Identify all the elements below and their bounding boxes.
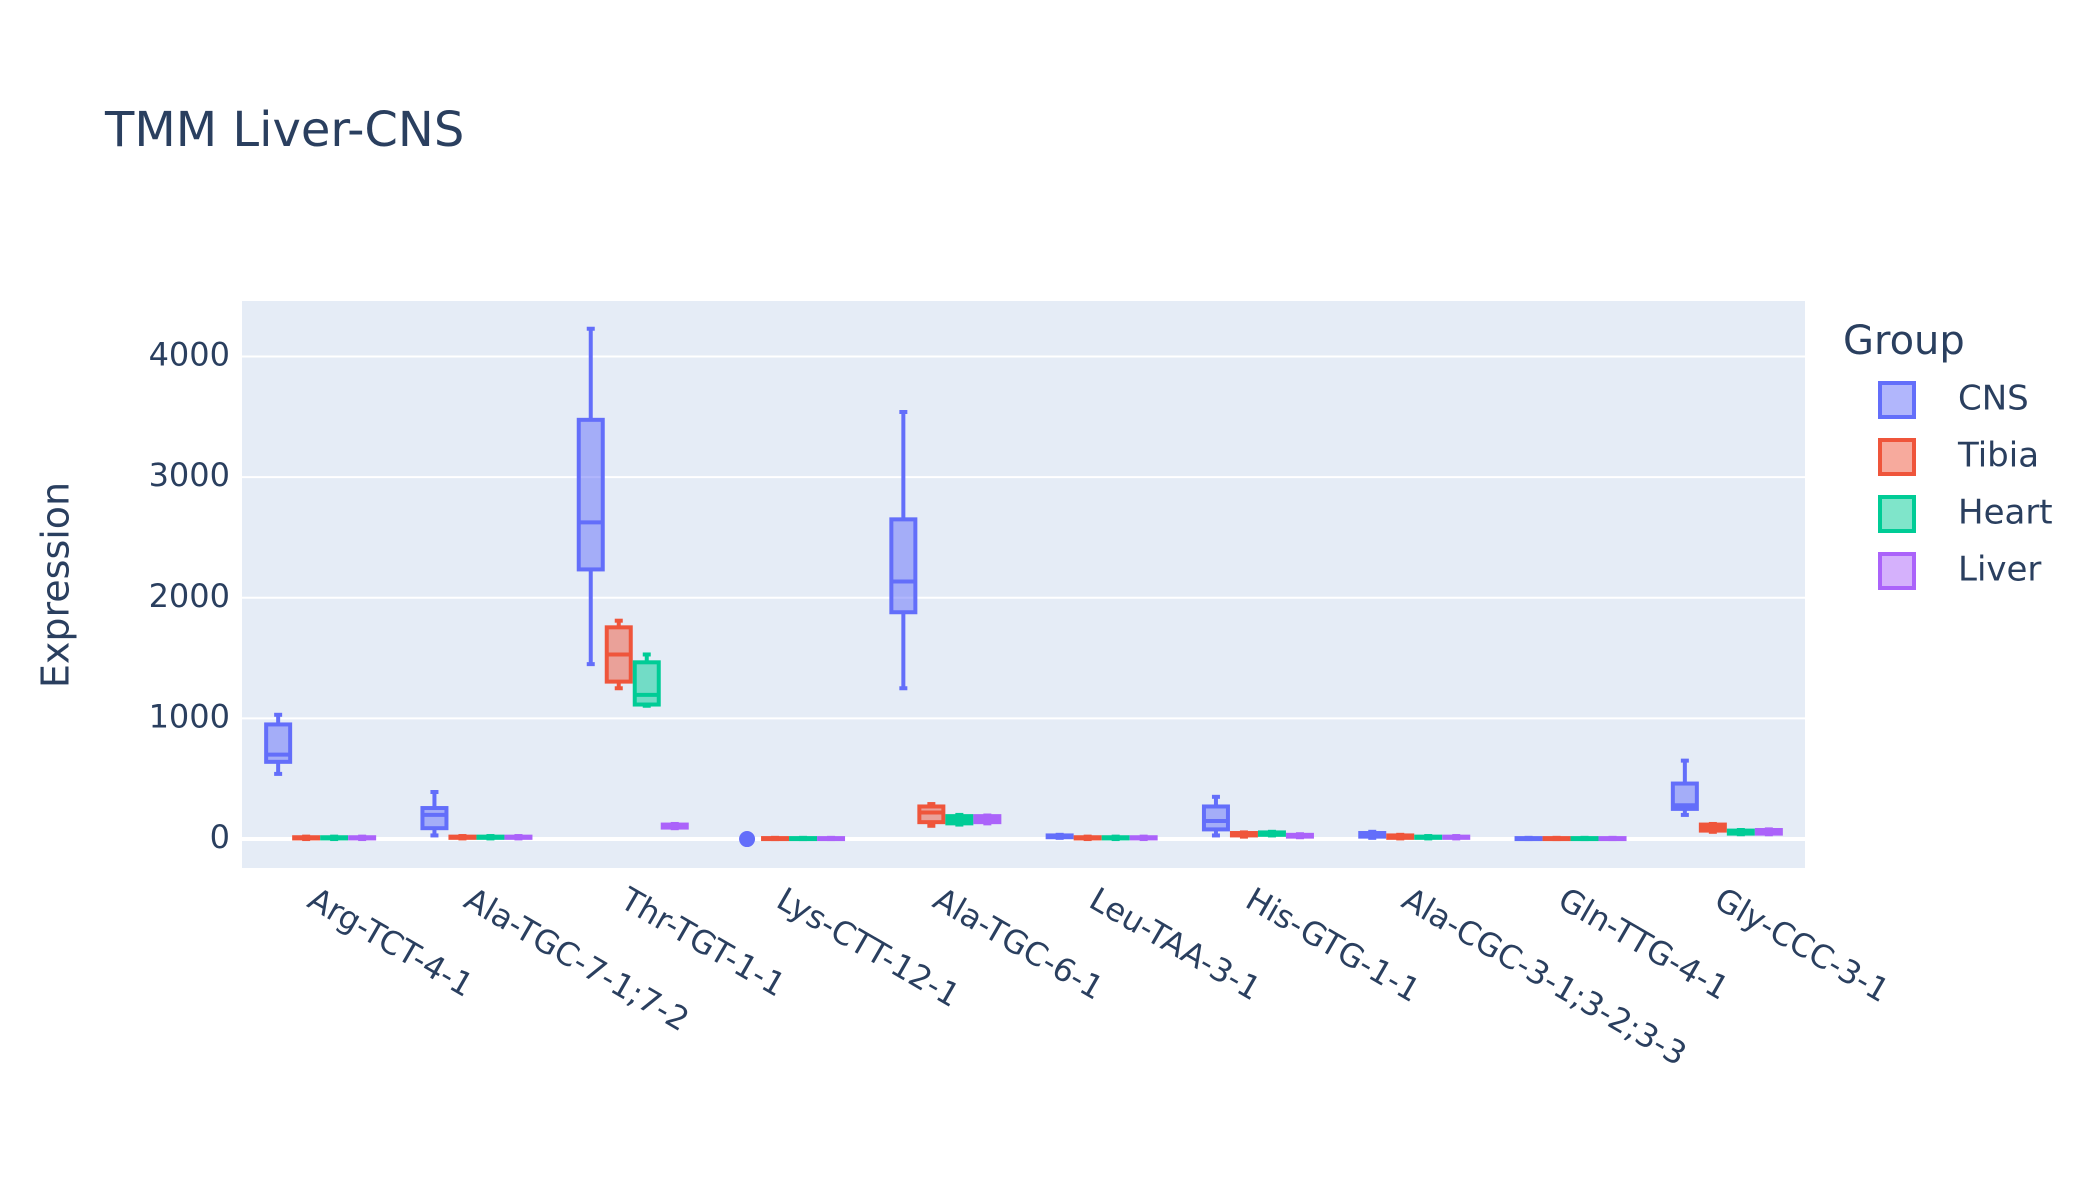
box bbox=[889, 517, 918, 615]
legend-label: Heart bbox=[1958, 493, 2053, 533]
legend-title: Group bbox=[1843, 318, 1965, 364]
box bbox=[420, 806, 449, 831]
legend-swatch bbox=[1878, 552, 1916, 590]
y-tick-label: 4000 bbox=[149, 335, 230, 373]
legend-swatch bbox=[1878, 438, 1916, 476]
legend-label: Liver bbox=[1958, 550, 2041, 590]
legend-label: Tibia bbox=[1957, 436, 2039, 476]
y-tick-label: 1000 bbox=[149, 697, 230, 735]
x-tick-label: Arg-TCT-4-1 bbox=[302, 880, 480, 1005]
legend-swatch bbox=[1878, 381, 1916, 419]
chart-title: TMM Liver-CNS bbox=[104, 102, 464, 158]
box bbox=[1201, 804, 1230, 832]
x-tick-label: Ala-CGC-3-1;3-2;3-3 bbox=[1396, 880, 1693, 1074]
box bbox=[576, 417, 605, 572]
legend-label: CNS bbox=[1958, 379, 2029, 419]
y-tick-label: 2000 bbox=[149, 577, 230, 615]
y-tick-label: 3000 bbox=[149, 456, 230, 494]
plot-area bbox=[242, 301, 1805, 868]
x-tick-label: Leu-TAA-3-1 bbox=[1083, 880, 1267, 1008]
x-tick-label: His-GTG-1-1 bbox=[1239, 880, 1426, 1010]
y-tick-label: 0 bbox=[210, 818, 230, 856]
outlier-point bbox=[739, 831, 756, 848]
legend-swatch bbox=[1878, 495, 1916, 533]
y-axis-title: Expression bbox=[34, 482, 78, 688]
box bbox=[632, 660, 661, 707]
x-tick-label: Gly-CCC-3-1 bbox=[1708, 880, 1895, 1010]
